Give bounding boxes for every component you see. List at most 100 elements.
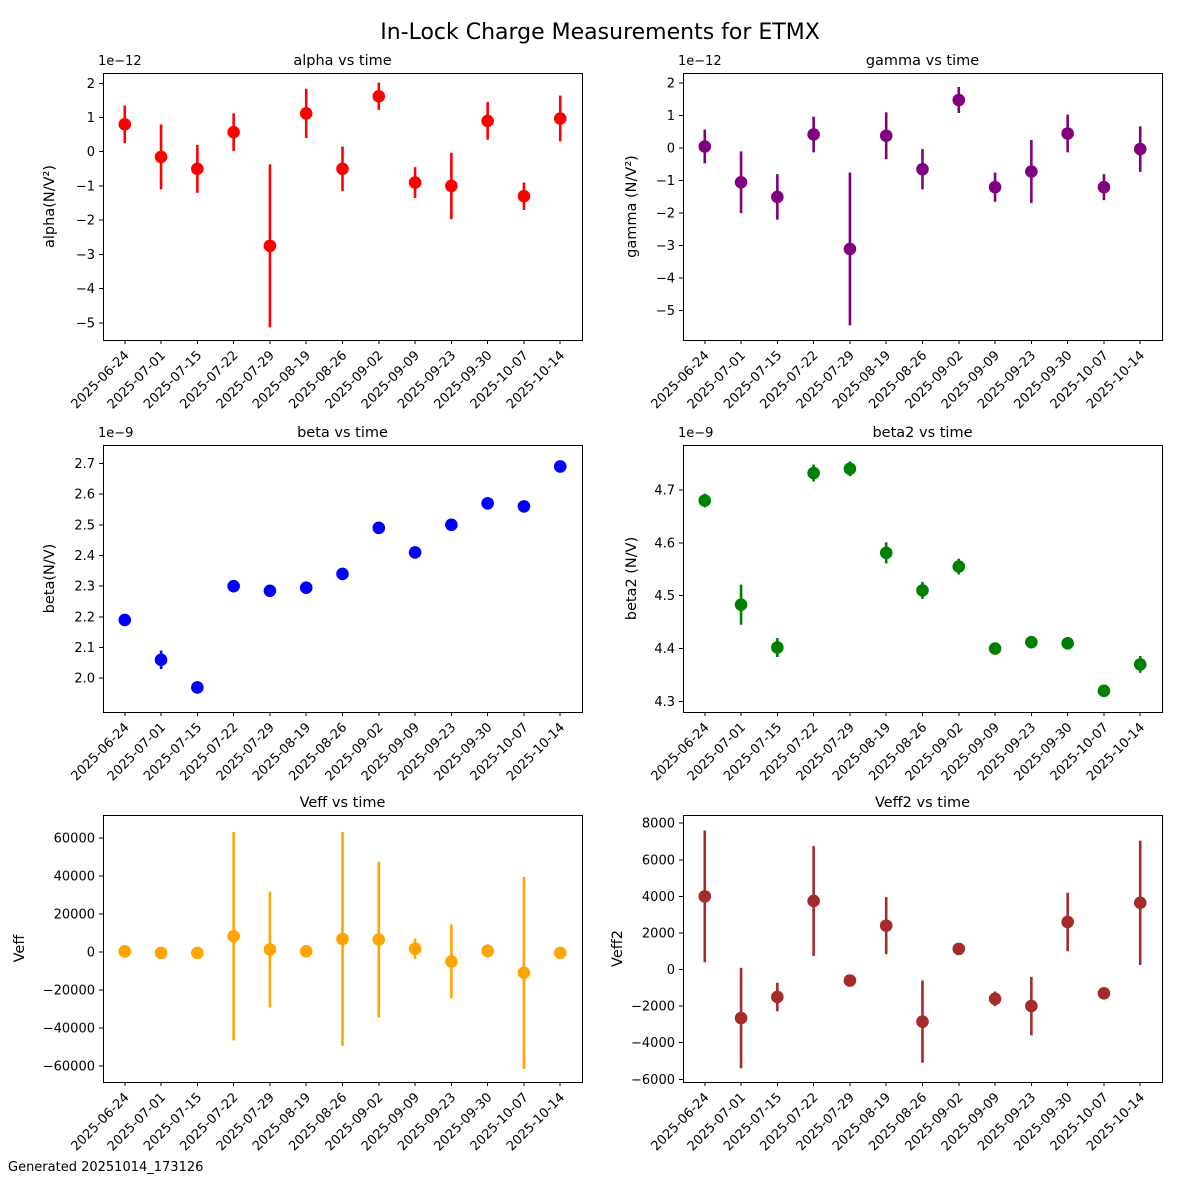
- subplot-title: gamma vs time: [866, 53, 979, 69]
- subplot-Veff: 60000 40000 20000 0 −20000 −40000 −60000 2025-0…: [0, 790, 600, 1188]
- subplot-beta2: 4.3 4.4 4.5 4.6 4.7 2025-06-24 2025-07-01 2025-…: [580, 420, 1180, 818]
- data-point: [734, 598, 748, 611]
- data-point: [118, 945, 132, 958]
- y-axis-label: Veff: [12, 934, 28, 963]
- subplot-title: beta2 vs time: [872, 425, 972, 441]
- data-point: [408, 546, 422, 559]
- data-point: [372, 521, 386, 535]
- y-tick-label: 4.6: [654, 536, 675, 551]
- data-point: [988, 642, 1002, 655]
- data-point: [481, 944, 494, 958]
- chart-svg-Veff: 6000040000200000−20000−40000−600002025-0…: [12, 795, 583, 1154]
- data-point: [553, 946, 567, 960]
- data-point: [299, 107, 313, 120]
- data-point: [481, 497, 494, 510]
- subplot-title: Veff vs time: [300, 795, 386, 811]
- y-tick-label: −40000: [43, 1021, 95, 1036]
- data-point: [988, 180, 1002, 194]
- data-point: [988, 992, 1002, 1006]
- data-point: [734, 1011, 748, 1025]
- data-point: [517, 189, 531, 203]
- data-point: [336, 567, 349, 581]
- y-tick-label: 0: [87, 945, 95, 960]
- data-point: [879, 919, 893, 932]
- data-point: [517, 966, 531, 980]
- data-point: [299, 581, 313, 595]
- data-point: [916, 1015, 929, 1028]
- data-point: [445, 518, 458, 532]
- y-tick-label: 2.6: [74, 488, 95, 503]
- data-point: [553, 112, 567, 125]
- y-tick-label: 40000: [54, 869, 95, 884]
- data-point: [336, 162, 349, 176]
- y-tick-label: 2.4: [74, 549, 95, 564]
- data-point: [191, 162, 204, 176]
- chart-svg-beta: 2.02.12.22.32.42.52.62.72025-06-242025-0…: [42, 425, 583, 784]
- data-point: [263, 584, 277, 598]
- y-tick-label: 8000: [642, 817, 675, 832]
- subplot-alpha: 2 1 0 −1 −2 −3 −4 −5 2025-06-24 2025-07-01 2025-07…: [0, 48, 600, 446]
- data-point: [771, 641, 784, 654]
- data-point: [154, 150, 168, 164]
- data-point: [952, 942, 966, 956]
- data-point: [879, 546, 893, 560]
- axis-offset-text: 1e−9: [98, 426, 133, 441]
- data-point: [263, 239, 277, 253]
- y-tick-label: 4000: [642, 890, 675, 905]
- y-tick-label: 2.1: [74, 641, 95, 656]
- data-point: [843, 974, 857, 987]
- y-tick-label: −2: [76, 214, 95, 229]
- axis-offset-text: 1e−12: [678, 54, 722, 69]
- data-point: [1025, 165, 1038, 178]
- y-tick-label: 1: [667, 109, 675, 124]
- data-point: [227, 930, 240, 943]
- data-point: [408, 942, 422, 955]
- y-tick-label: 0: [667, 142, 675, 157]
- data-point: [1133, 658, 1147, 671]
- y-axis-label: alpha(N/V²): [42, 165, 58, 248]
- data-point: [481, 114, 494, 128]
- data-point: [154, 653, 168, 667]
- data-point: [698, 140, 712, 153]
- data-point: [771, 190, 784, 204]
- data-point: [843, 242, 857, 256]
- subplot-title: Veff2 vs time: [875, 795, 970, 811]
- y-tick-label: −2: [656, 207, 675, 222]
- y-tick-label: 2.2: [74, 610, 95, 625]
- y-tick-label: 4.7: [654, 483, 675, 498]
- data-point: [1061, 915, 1074, 929]
- y-tick-label: 4.3: [654, 695, 675, 710]
- data-point: [553, 460, 567, 473]
- y-axis-label: Veff2: [610, 930, 626, 967]
- data-point: [408, 176, 422, 189]
- chart-svg-alpha: 210−1−2−3−4−52025-06-242025-07-012025-07…: [42, 53, 583, 412]
- data-point: [1025, 999, 1038, 1013]
- data-point: [118, 118, 132, 131]
- data-point: [879, 129, 893, 143]
- data-point: [227, 125, 240, 139]
- y-tick-label: −1: [656, 174, 675, 189]
- data-point: [154, 946, 168, 960]
- data-point: [372, 89, 386, 103]
- data-point: [1133, 896, 1147, 910]
- y-tick-label: 2000: [642, 926, 675, 941]
- y-tick-label: 6000: [642, 853, 675, 868]
- y-tick-label: 1: [87, 111, 95, 126]
- y-tick-label: 0: [667, 963, 675, 978]
- axis-offset-text: 1e−9: [678, 426, 713, 441]
- y-tick-label: 4.4: [654, 642, 675, 657]
- data-point: [807, 466, 820, 480]
- y-tick-label: 2: [667, 77, 675, 92]
- y-tick-label: −2000: [631, 1000, 675, 1015]
- y-tick-label: −20000: [43, 983, 95, 998]
- chart-svg-beta2: 4.34.44.54.64.72025-06-242025-07-012025-…: [624, 425, 1163, 784]
- subplot-title: beta vs time: [297, 425, 388, 441]
- y-tick-label: −4: [656, 272, 675, 287]
- data-point: [807, 128, 820, 141]
- y-tick-label: −6000: [631, 1073, 675, 1088]
- subplot-title: alpha vs time: [293, 53, 391, 69]
- subplot-gamma: 2 1 0 −1 −2 −3 −4 −5 2025-06-24 2025-07-01 2025-07…: [580, 48, 1180, 446]
- axes-box: [683, 445, 1163, 713]
